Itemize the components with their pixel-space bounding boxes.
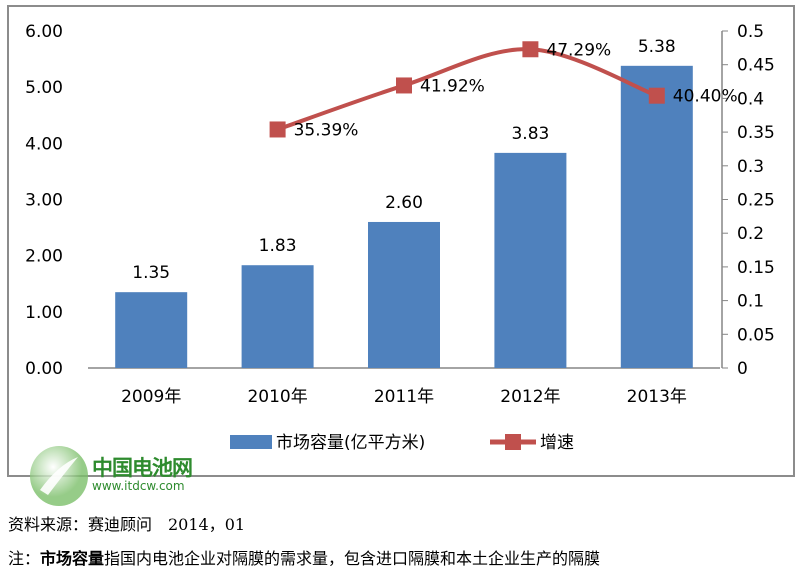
y-left-tick-label: 5.00 — [25, 78, 63, 98]
y-right-tick-label: 0.35 — [737, 123, 775, 143]
legend-line-marker — [505, 434, 521, 450]
y-right-tick-label: 0.05 — [737, 325, 775, 345]
bar — [620, 65, 693, 368]
y-right-tick-label: 0.4 — [737, 89, 764, 109]
note-rest: 指国内电池企业对隔膜的需求量，包含进口隔膜和本土企业生产的隔膜 — [104, 549, 601, 568]
bar-data-label: 3.83 — [511, 124, 549, 144]
y-left-tick-label: 0.00 — [25, 359, 63, 379]
legend-bar-label: 市场容量(亿平方米) — [276, 433, 425, 453]
y-right-tick-label: 0.25 — [737, 191, 775, 211]
bar — [115, 292, 188, 368]
y-left-tick-label: 3.00 — [25, 191, 63, 211]
growth-marker — [648, 87, 665, 104]
x-tick-label: 2013年 — [627, 387, 687, 407]
x-tick-label: 2010年 — [247, 387, 307, 407]
note-prefix: 注： — [8, 549, 41, 568]
y-right-tick-label: 0.45 — [737, 56, 775, 76]
bar-data-label: 5.38 — [638, 37, 676, 57]
bar-data-label: 1.35 — [132, 263, 170, 283]
y-right-tick-label: 0.3 — [737, 157, 764, 177]
x-tick-label: 2011年 — [374, 387, 434, 407]
growth-data-label: 47.29% — [546, 40, 611, 60]
chart-frame — [7, 5, 795, 477]
growth-marker — [522, 41, 539, 58]
growth-marker — [269, 121, 286, 138]
x-tick-label: 2009年 — [121, 387, 181, 407]
growth-data-label: 41.92% — [420, 76, 485, 96]
bar — [241, 265, 314, 368]
watermark-url: www.itdcw.com — [92, 479, 185, 493]
y-right-tick-label: 0.5 — [737, 22, 764, 42]
chart: 0.00 1.00 2.00 3.00 4.00 5.00 6.00 0 0.05 0.1 0.15… — [25, 22, 775, 453]
y-left-tick-label: 6.00 — [25, 22, 63, 42]
bar — [494, 152, 567, 368]
y-right-tick-label: 0.15 — [737, 258, 775, 278]
growth-marker — [396, 77, 412, 94]
note-text: 注：市场容量指国内电池企业对隔膜的需求量，包含进口隔膜和本土企业生产的隔膜 — [8, 545, 600, 569]
y-right-tick-label: 0.2 — [737, 224, 764, 244]
growth-line — [276, 47, 658, 132]
y-left-tick-label: 4.00 — [25, 134, 63, 154]
source-text: 资料来源：赛迪顾问 2014，01 — [8, 515, 246, 534]
legend-bar-swatch — [230, 435, 272, 449]
bar-data-label: 2.60 — [385, 193, 423, 213]
legend-line-label: 增速 — [540, 433, 574, 453]
growth-data-label: 35.39% — [294, 120, 359, 140]
y-left-tick-label: 1.00 — [25, 303, 63, 323]
bar — [368, 221, 440, 368]
growth-data-label: 40.40% — [673, 87, 738, 107]
bar-data-label: 1.83 — [259, 236, 297, 256]
y-right-tick-label: 0.1 — [737, 292, 764, 312]
y-left-tick-label: 2.00 — [25, 247, 63, 267]
note-bold: 市场容量 — [40, 549, 105, 568]
y-right-tick-label: 0 — [737, 359, 748, 379]
watermark-name: 中国电池网 — [92, 456, 193, 480]
x-tick-label: 2012年 — [500, 387, 560, 407]
